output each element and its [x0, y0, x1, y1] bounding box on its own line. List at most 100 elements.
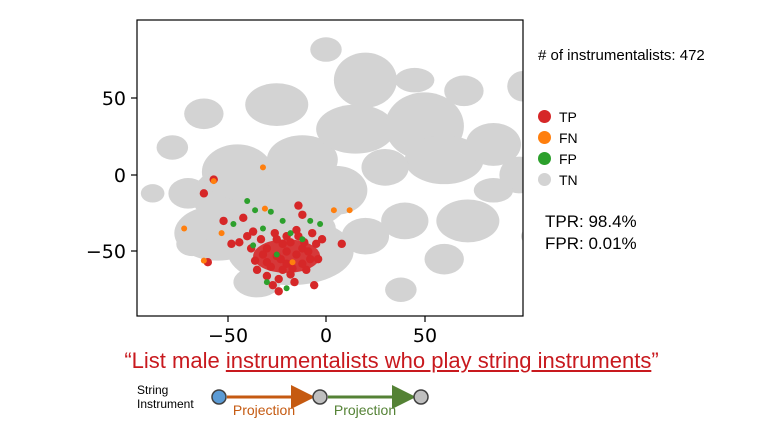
tn-cluster	[245, 83, 309, 127]
query-prefix: List male	[131, 348, 226, 373]
point-fp	[287, 230, 294, 237]
point-tp	[276, 254, 285, 264]
y-tick-label: 0	[114, 165, 126, 187]
point-tp	[306, 254, 315, 264]
legend-label: FP	[559, 150, 577, 167]
tn-cluster	[184, 98, 224, 130]
legend-marker-tn	[538, 173, 551, 186]
tpr-value: TPR: 98.4%	[545, 212, 637, 231]
point-tp	[272, 235, 281, 244]
legend-item-fn: FN	[538, 127, 578, 148]
point-fp	[299, 236, 306, 243]
point-tp	[292, 225, 301, 235]
point-fn	[330, 207, 337, 214]
point-tp	[292, 250, 301, 259]
tn-cluster	[549, 190, 569, 205]
tn-cluster	[424, 243, 464, 275]
point-tp	[308, 228, 317, 238]
point-tp	[282, 259, 291, 268]
point-tp	[294, 201, 303, 210]
point-fp	[279, 217, 286, 224]
point-tp	[311, 239, 321, 249]
legend-item-tn: TN	[538, 169, 578, 190]
projection-label-2: Projection	[334, 402, 396, 418]
point-fn	[200, 257, 207, 264]
query-text: “List male instrumentalists who play str…	[0, 348, 783, 374]
tn-cluster	[156, 135, 189, 160]
legend-marker-fn	[538, 131, 551, 144]
x-tick-label: 50	[413, 325, 437, 345]
point-fp	[263, 279, 270, 286]
point-tp	[248, 227, 258, 236]
projection-label-1: Projection	[233, 402, 295, 418]
tn-cluster	[465, 122, 522, 166]
point-tp	[286, 238, 295, 247]
point-tp	[288, 264, 297, 273]
tn-cluster	[473, 178, 514, 203]
fpr-value: FPR: 0.01%	[545, 234, 637, 253]
point-fp	[230, 220, 237, 227]
point-tp	[227, 239, 236, 249]
point-tp	[243, 232, 252, 241]
point-fn	[259, 164, 266, 171]
tn-cluster	[507, 70, 523, 102]
point-tp	[302, 265, 311, 275]
point-fp	[317, 220, 324, 227]
y-axis: 50 0 −50	[86, 88, 137, 263]
point-fn	[210, 178, 217, 185]
point-tp	[290, 277, 299, 287]
point-tp	[235, 238, 244, 247]
point-fp	[267, 208, 274, 215]
tn-cluster	[201, 144, 273, 200]
tn-cluster	[310, 37, 342, 62]
tn-cluster	[361, 148, 409, 186]
point-fn	[261, 205, 268, 212]
point-tp	[250, 256, 260, 265]
tn-cluster	[294, 185, 326, 211]
node-label-line2: Instrument	[137, 397, 194, 411]
tn-cluster	[404, 135, 484, 185]
point-tp	[256, 235, 266, 244]
tn-cluster	[436, 199, 500, 243]
point-tp	[262, 258, 272, 267]
tn-cluster	[444, 75, 484, 107]
x-tick-label: 0	[320, 325, 332, 345]
plot-frame	[136, 19, 524, 317]
scatter-plot: 50 0 −50 −50 0 50	[86, 19, 569, 345]
pipeline-start-node	[211, 389, 227, 405]
instrumentalist-count: # of instrumentalists: 472	[538, 47, 705, 64]
pipeline-end-node	[413, 389, 429, 405]
point-fp	[250, 242, 257, 249]
point-tp	[199, 189, 209, 198]
query-underlined: instrumentalists who play string instrum…	[225, 348, 652, 373]
point-tp	[309, 280, 319, 290]
tn-cluster	[394, 67, 435, 93]
tn-cluster	[176, 231, 208, 257]
point-tp	[268, 280, 278, 290]
point-fp	[273, 251, 280, 258]
point-tp	[304, 247, 313, 256]
tn-cluster	[521, 231, 523, 242]
point-tp	[298, 210, 307, 219]
point-tp	[262, 244, 272, 253]
open-quote: “	[124, 348, 132, 373]
point-tp	[298, 259, 307, 268]
point-tp	[317, 235, 327, 244]
point-tp	[239, 213, 248, 223]
legend-label: TN	[559, 171, 578, 188]
point-fn	[289, 259, 296, 266]
y-tick-label: −50	[86, 241, 126, 263]
tn-cluster	[333, 52, 397, 108]
point-tp	[258, 250, 268, 259]
tn-cluster	[385, 277, 417, 302]
point-fp	[307, 217, 314, 224]
tn-point-cloud	[140, 37, 569, 302]
y-tick-label: 50	[102, 88, 126, 110]
highlighted-points	[181, 164, 353, 296]
tn-cluster	[296, 213, 336, 244]
legend: TP FN FP TN	[538, 106, 578, 190]
pipeline-middle-node	[312, 389, 328, 405]
x-tick-label: −50	[208, 325, 248, 345]
point-fn	[181, 225, 188, 232]
point-fn	[218, 230, 225, 237]
